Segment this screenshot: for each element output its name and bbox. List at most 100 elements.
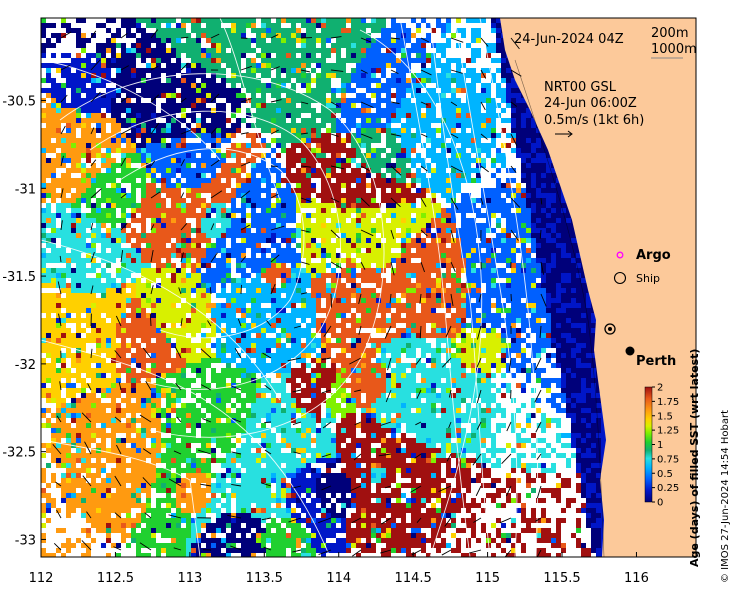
sst-pixel xyxy=(171,183,176,188)
sst-pixel xyxy=(281,48,286,53)
sst-pixel xyxy=(281,193,286,198)
sst-pixel xyxy=(316,158,321,163)
sst-pixel xyxy=(416,98,421,103)
sst-pixel xyxy=(536,178,541,183)
sst-pixel xyxy=(91,43,96,48)
sst-pixel xyxy=(326,138,331,143)
sst-pixel xyxy=(491,188,496,193)
sst-pixel xyxy=(341,213,346,218)
sst-pixel xyxy=(376,228,381,233)
sst-pixel xyxy=(96,213,101,218)
sst-pixel xyxy=(471,63,476,68)
sst-pixel xyxy=(496,168,501,173)
sst-pixel xyxy=(101,223,106,228)
sst-pixel xyxy=(531,183,536,188)
sst-pixel xyxy=(371,213,376,218)
sst-pixel xyxy=(86,138,91,143)
sst-pixel xyxy=(421,68,426,73)
sst-pixel xyxy=(256,58,261,63)
sst-pixel xyxy=(196,38,201,43)
sst-pixel xyxy=(126,123,131,128)
sst-pixel xyxy=(116,148,121,153)
sst-pixel xyxy=(501,173,506,178)
sst-pixel xyxy=(236,203,241,208)
sst-pixel xyxy=(91,33,96,38)
sst-pixel xyxy=(261,173,266,178)
sst-pixel xyxy=(441,88,446,93)
sst-pixel xyxy=(506,88,511,93)
sst-pixel xyxy=(136,128,141,133)
sst-pixel xyxy=(486,183,491,188)
sst-pixel xyxy=(246,78,251,83)
sst-pixel xyxy=(386,158,391,163)
sst-pixel xyxy=(466,63,471,68)
sst-pixel xyxy=(76,53,81,58)
sst-pixel xyxy=(246,183,251,188)
sst-pixel xyxy=(176,48,181,53)
sst-pixel xyxy=(286,103,291,108)
sst-pixel xyxy=(251,113,256,118)
sst-pixel xyxy=(211,93,216,98)
sst-pixel xyxy=(486,88,491,93)
sst-pixel xyxy=(286,78,291,83)
sst-pixel xyxy=(301,53,306,58)
sst-pixel xyxy=(391,38,396,43)
sst-pixel xyxy=(321,98,326,103)
sst-pixel xyxy=(171,158,176,163)
sst-pixel xyxy=(326,93,331,98)
sst-pixel xyxy=(271,58,276,63)
sst-pixel xyxy=(381,163,386,168)
sst-pixel xyxy=(491,223,496,228)
sst-pixel xyxy=(196,123,201,128)
sst-pixel xyxy=(376,23,381,28)
sst-pixel xyxy=(341,178,346,183)
sst-pixel xyxy=(186,138,191,143)
sst-pixel xyxy=(241,33,246,38)
sst-pixel xyxy=(236,43,241,48)
sst-pixel xyxy=(491,233,496,238)
sst-pixel xyxy=(186,183,191,188)
sst-pixel xyxy=(166,93,171,98)
sst-pixel xyxy=(456,223,461,228)
sst-pixel xyxy=(231,128,236,133)
sst-pixel xyxy=(341,208,346,213)
sst-pixel xyxy=(61,53,66,58)
sst-pixel xyxy=(301,128,306,133)
sst-pixel xyxy=(516,243,521,248)
sst-pixel xyxy=(371,248,376,253)
sst-pixel xyxy=(41,148,46,153)
sst-pixel xyxy=(411,23,416,28)
sst-pixel xyxy=(111,148,116,153)
sst-pixel xyxy=(441,208,446,213)
sst-pixel xyxy=(226,138,231,143)
sst-pixel xyxy=(256,43,261,48)
sst-pixel xyxy=(526,178,531,183)
sst-pixel xyxy=(411,208,416,213)
sst-pixel xyxy=(211,63,216,68)
sst-pixel xyxy=(316,248,321,253)
sst-pixel xyxy=(246,168,251,173)
sst-pixel xyxy=(81,18,86,23)
sst-pixel xyxy=(206,158,211,163)
sst-pixel xyxy=(311,33,316,38)
sst-pixel xyxy=(71,158,76,163)
sst-pixel xyxy=(476,118,481,123)
sst-pixel xyxy=(541,243,546,248)
sst-pixel xyxy=(421,238,426,243)
sst-pixel xyxy=(386,218,391,223)
sst-pixel xyxy=(221,213,226,218)
sst-pixel xyxy=(246,33,251,38)
sst-pixel xyxy=(271,73,276,78)
sst-pixel xyxy=(266,228,271,233)
sst-pixel xyxy=(266,38,271,43)
sst-pixel xyxy=(131,18,136,23)
sst-pixel xyxy=(326,148,331,153)
sst-pixel xyxy=(351,58,356,63)
sst-pixel xyxy=(201,218,206,223)
sst-pixel xyxy=(276,223,281,228)
sst-pixel xyxy=(281,238,286,243)
sst-pixel xyxy=(216,18,221,23)
sst-pixel xyxy=(276,133,281,138)
sst-pixel xyxy=(171,143,176,148)
sst-pixel xyxy=(296,193,301,198)
